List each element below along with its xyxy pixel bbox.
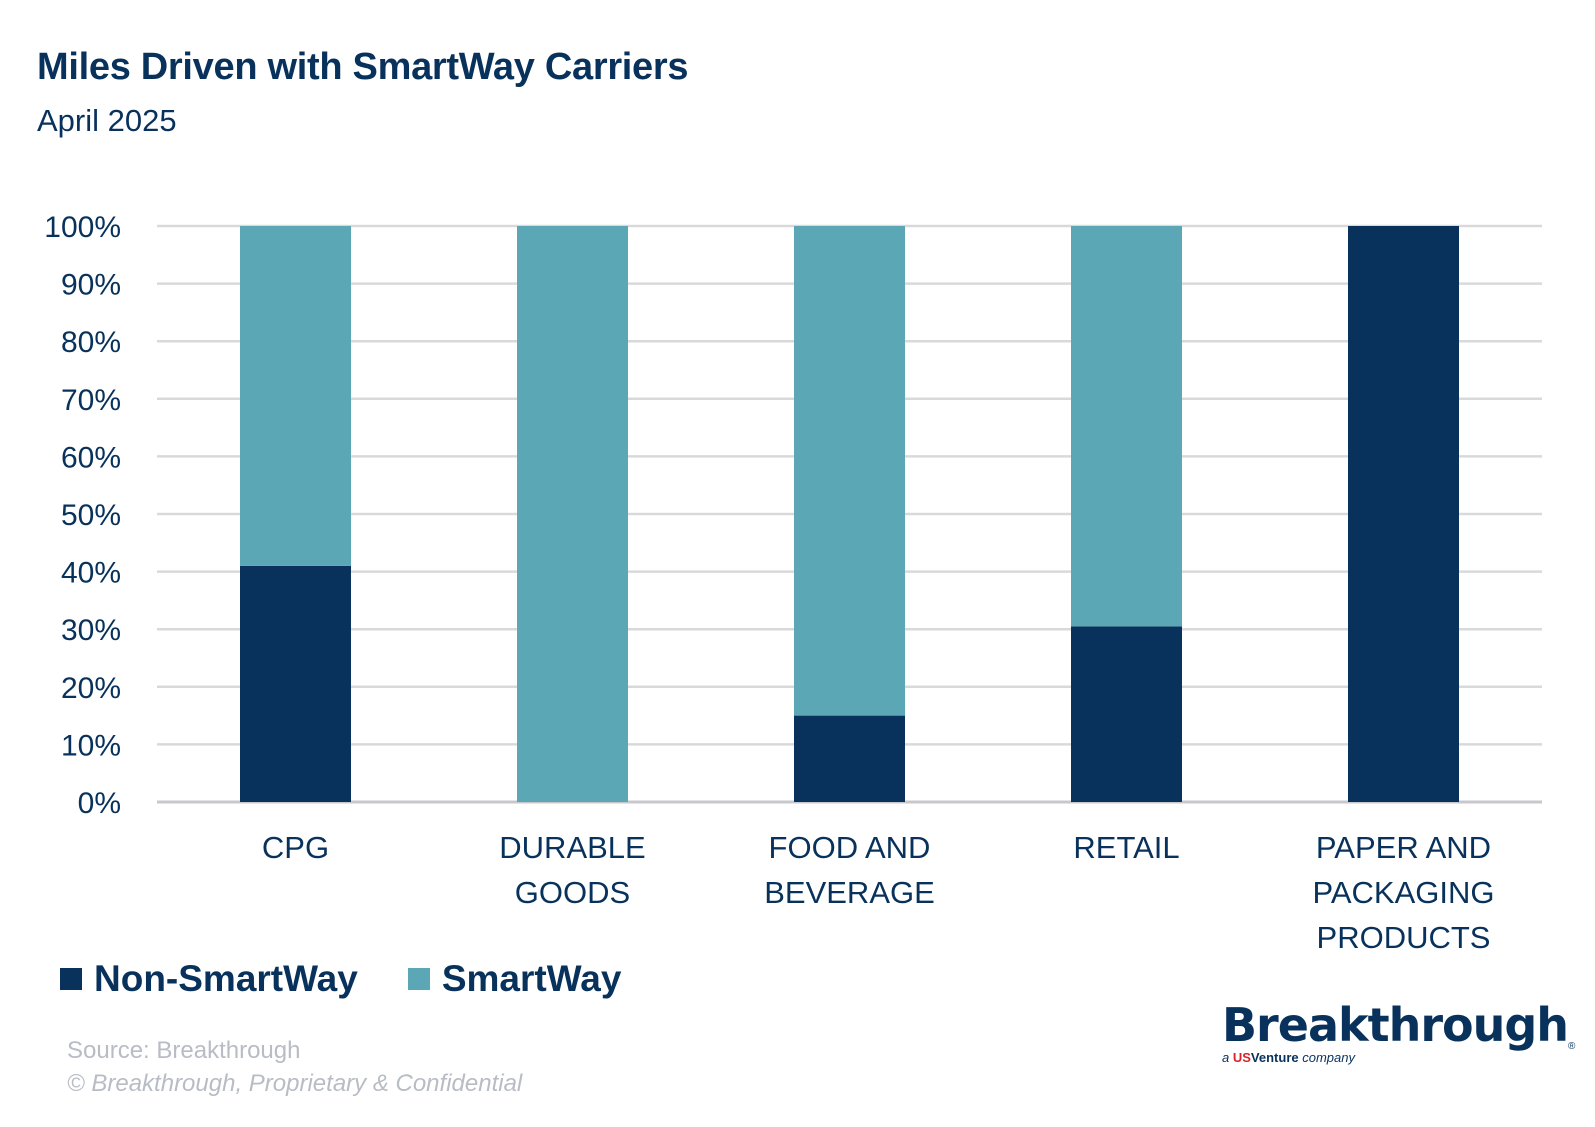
legend-label-non-smartway: Non-SmartWay — [94, 958, 358, 999]
legend-item-smartway: SmartWay — [407, 958, 622, 1000]
x-tick-label: PAPER AND PACKAGING PRODUCTS — [1312, 830, 1494, 955]
y-tick-label: 100% — [44, 211, 121, 244]
legend-item-non-smartway: Non-SmartWay — [60, 958, 358, 1000]
y-axis-ticks: 0% 10% 20% 30% 40% 50% 60% 70% 80% 90% 100% — [44, 211, 121, 820]
y-tick-label: 70% — [61, 384, 121, 417]
usventure-us-mark: US — [1232, 1050, 1251, 1065]
y-tick-label: 10% — [61, 729, 121, 762]
bar-non-smartway — [240, 565, 351, 802]
bar-non-smartway — [1348, 226, 1459, 802]
x-tick-label: CPG — [262, 830, 329, 865]
chart-subtitle: April 2025 — [37, 103, 177, 138]
y-tick-label: 90% — [61, 269, 121, 302]
bar-non-smartway — [794, 715, 905, 802]
bar-non-smartway — [1071, 626, 1182, 802]
breakthrough-logo: Breakthrough® a USVenture company — [1222, 998, 1575, 1065]
legend: Non-SmartWay SmartWay — [60, 958, 671, 1000]
y-tick-label: 0% — [78, 787, 121, 820]
x-axis-ticks: CPG DURABLE GOODS FOOD AND BEVERAGE RETAIL PAP… — [262, 830, 1495, 955]
x-tick-label: RETAIL — [1073, 830, 1179, 865]
bar-smartway — [794, 226, 905, 716]
source-note: Source: Breakthrough — [67, 1037, 301, 1064]
y-tick-label: 30% — [61, 614, 121, 647]
y-tick-label: 20% — [61, 672, 121, 705]
copyright-note: © Breakthrough, Proprietary & Confidenti… — [67, 1070, 523, 1097]
usventure-venture: Venture — [1250, 1050, 1299, 1065]
bars — [240, 226, 1459, 802]
logo-wordmark: Breakthrough — [1222, 998, 1569, 1052]
legend-swatch-smartway — [407, 968, 430, 990]
legend-swatch-non-smartway — [60, 968, 82, 990]
tagline-prefix: a — [1222, 1050, 1230, 1065]
x-tick-label: FOOD AND BEVERAGE — [764, 830, 935, 910]
legend-label-smartway: SmartWay — [441, 958, 622, 999]
bar-smartway — [1071, 226, 1182, 627]
x-tick-label: DURABLE GOODS — [499, 830, 645, 910]
stacked-bar-chart: 0% 10% 20% 30% 40% 50% 60% 70% 80% 90% 100% CPG DUR… — [44, 211, 1542, 955]
y-tick-label: 40% — [61, 557, 121, 590]
registered-mark: ® — [1568, 1041, 1576, 1052]
chart-title: Miles Driven with SmartWay Carriers — [37, 46, 689, 88]
y-tick-label: 80% — [61, 326, 121, 359]
tagline-suffix: company — [1302, 1050, 1355, 1065]
logo-tagline: a USVenture company — [1222, 1050, 1575, 1065]
y-tick-label: 60% — [61, 441, 121, 474]
bar-smartway — [517, 226, 628, 802]
bar-smartway — [240, 226, 351, 566]
y-tick-label: 50% — [61, 499, 121, 532]
